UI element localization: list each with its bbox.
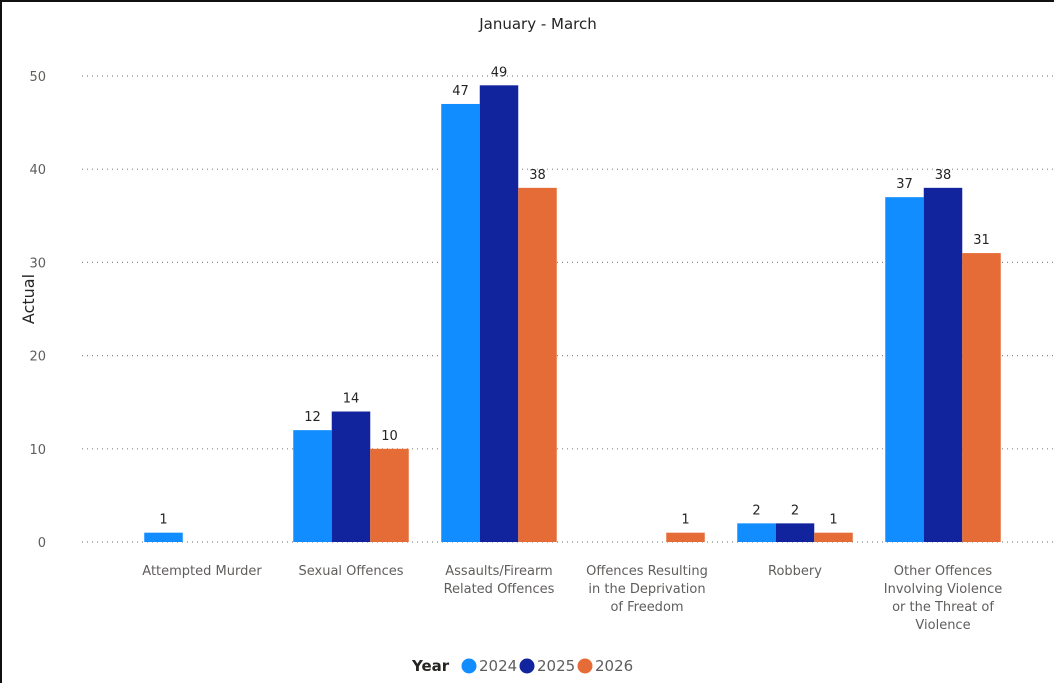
y-tick-label: 30 [29,256,46,271]
data-label: 1 [159,513,167,528]
x-category-line: Sexual Offences [298,564,403,579]
y-axis-ticks: 0 10 20 30 40 50 [29,70,46,551]
x-category-label: Robbery [768,564,822,579]
legend-item-2025[interactable]: 2025 [519,657,576,675]
x-category-line: Assaults/Firearm [445,564,552,579]
bar-2025[interactable] [923,187,963,542]
legend-label: 2024 [479,657,517,675]
bar-2024[interactable] [441,103,480,543]
x-category-line: Related Offences [444,582,555,597]
bar-2025[interactable] [479,85,519,542]
data-label: 47 [452,84,469,99]
y-tick-label: 0 [38,536,46,551]
x-category-line: or the Threat of [892,600,994,615]
legend-marker [461,658,477,674]
bar-2024[interactable] [885,197,924,542]
data-label: 49 [491,65,508,80]
data-label: 14 [343,392,360,407]
data-label: 37 [896,177,913,192]
y-tick-label: 10 [29,443,46,458]
x-category-line: in the Deprivation [588,582,705,597]
bar-2026[interactable] [370,448,409,542]
x-category-label: Other Offences Involving Violence or the T… [884,564,1002,633]
x-category-line: Attempted Murder [142,564,262,579]
x-category-line: Involving Violence [884,582,1002,597]
x-category-line: Robbery [768,564,822,579]
x-axis-categories: Attempted Murder Sexual Offences Assaults/… [142,564,1002,633]
bar-2024[interactable] [293,430,332,542]
legend-label: 2025 [537,657,575,675]
y-tick-label: 40 [29,163,46,178]
legend-item-2024[interactable]: 2024 [461,657,518,675]
legend-marker [577,658,593,674]
data-label: 38 [935,168,952,183]
x-category-line: of Freedom [610,600,683,615]
bar-2024[interactable] [144,532,183,542]
bar-2026[interactable] [518,187,557,542]
x-category-line: Offences Resulting [586,564,708,579]
data-label: 2 [791,503,799,518]
x-category-label: Sexual Offences [298,564,403,579]
data-label: 10 [381,429,398,444]
y-tick-label: 20 [29,350,46,365]
y-tick-label: 50 [29,70,46,85]
data-label: 2 [752,503,760,518]
bar-2025[interactable] [775,523,815,542]
bar-2026[interactable] [962,253,1001,542]
x-category-label: Offences Resulting in the Deprivation of F… [586,564,708,615]
x-category-label: Attempted Murder [142,564,262,579]
data-label: 1 [681,513,689,528]
bar-2024[interactable] [737,523,776,542]
data-label: 1 [829,513,837,528]
data-label: 12 [304,410,321,425]
legend-item-2026[interactable]: 2026 [577,657,634,675]
legend[interactable]: Year 2024 2025 2026 [411,657,633,675]
legend-marker [519,658,535,674]
legend-label: 2026 [595,657,633,675]
bar-2026[interactable] [666,532,705,542]
legend-title: Year [411,657,450,675]
chart-title: January - March [478,15,597,33]
data-label: 31 [973,233,990,248]
y-axis-title: Actual [19,274,38,324]
bar-2026[interactable] [814,532,853,542]
x-category-line: Other Offences [894,564,993,579]
bar-2025[interactable] [331,411,371,542]
x-category-label: Assaults/Firearm Related Offences [444,564,555,597]
bars [144,85,1001,543]
data-label: 38 [529,168,546,183]
x-category-line: Violence [915,618,970,633]
